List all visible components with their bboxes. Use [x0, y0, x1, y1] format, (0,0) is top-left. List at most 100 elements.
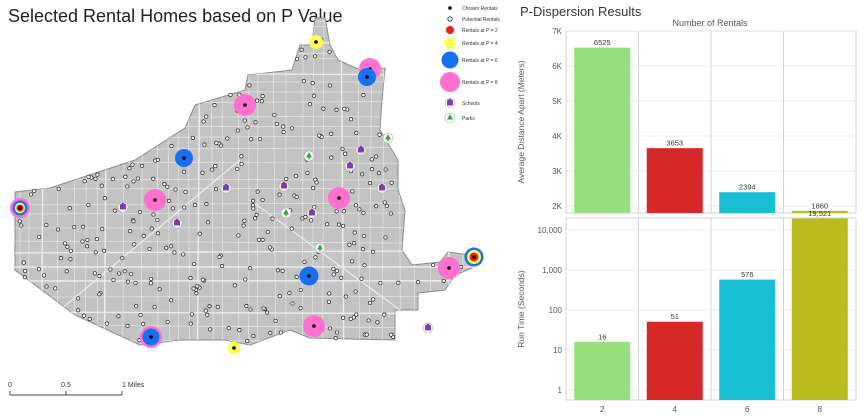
potential-rental-dot — [277, 192, 282, 197]
chosen-rental-dot — [182, 156, 186, 160]
y-tick-label: 6K — [552, 62, 562, 71]
potential-rental-dot — [281, 124, 286, 129]
potential-rental-dot — [362, 233, 367, 238]
school-icon — [117, 201, 129, 213]
potential-rental-dot — [93, 176, 98, 181]
potential-rental-dot — [258, 136, 263, 142]
potential-rental-dot — [290, 126, 295, 131]
potential-rental-dot — [131, 179, 136, 184]
potential-rental-dot — [341, 209, 346, 214]
map-title: Selected Rental Homes based on P Value — [8, 6, 343, 26]
potential-rental-dot — [334, 268, 339, 273]
potential-rental-dot — [294, 194, 299, 200]
potential-rental-dot — [85, 244, 90, 249]
potential-rental-dot — [249, 137, 254, 142]
school-icon — [376, 182, 388, 194]
potential-rental-dot — [352, 230, 357, 235]
map-panel: Selected Rental Homes based on P Value C… — [8, 6, 500, 396]
potential-rental-dot — [200, 170, 205, 175]
potential-rental-dot — [207, 304, 212, 309]
potential-rental-dot — [95, 172, 100, 177]
potential-rental-dot — [110, 177, 115, 182]
potential-rental-dot — [191, 286, 196, 291]
potential-rental-dot — [55, 227, 61, 232]
potential-rental-dot — [81, 313, 86, 318]
school-icon — [171, 217, 183, 229]
potential-rental-dot — [336, 222, 342, 227]
potential-rental-dot — [273, 318, 278, 323]
potential-rental-dot — [130, 162, 135, 167]
potential-rental-dot — [347, 242, 352, 247]
potential-rental-dot — [382, 312, 387, 317]
potential-rental-dot — [204, 202, 209, 207]
potential-rental-dot — [197, 231, 202, 236]
potential-rental-dot — [357, 207, 362, 212]
potential-rental-dot — [228, 92, 233, 97]
potential-rental-dot — [370, 249, 375, 254]
scale-label-half: 0.5 — [61, 382, 71, 389]
legend-item-potential: Potential Rentals — [447, 16, 500, 23]
potential-rental-dot — [225, 136, 230, 141]
school-icon — [422, 322, 434, 334]
potential-rental-dot — [117, 271, 122, 276]
potential-rental-dot — [415, 280, 421, 285]
potential-rental-dot — [250, 203, 255, 208]
potential-rental-dot — [22, 275, 27, 280]
potential-rental-dot — [68, 248, 73, 253]
distance-chart: 2K 3K 4K 5K 6K 7K Average Distance Apart (Mete… — [516, 27, 857, 214]
legend-label-p4: Rentals at P = 4 — [462, 41, 498, 47]
potential-rental-dot — [141, 233, 146, 238]
potential-rental-dot — [343, 151, 348, 156]
scale-label-0: 0 — [8, 382, 12, 389]
potential-rental-dot — [245, 125, 250, 130]
potential-rental-dot — [220, 264, 225, 269]
y-tick-label: 5K — [552, 97, 562, 106]
potential-rental-dot — [389, 332, 394, 337]
potential-rental-dot — [172, 250, 177, 255]
potential-rental-dot — [383, 167, 388, 172]
potential-rental-dot — [226, 326, 231, 331]
city-boundary — [14, 17, 473, 346]
potential-rental-dot — [202, 142, 207, 147]
potential-rental-dot — [149, 226, 154, 231]
potential-rental-dot — [254, 212, 259, 217]
chosen-rental-dot — [312, 324, 316, 328]
chosen-rental-dot — [232, 346, 236, 350]
chosen-rental-marker — [234, 94, 256, 116]
potential-rental-dot — [359, 276, 364, 281]
potential-rental-dot — [300, 216, 305, 221]
potential-rental-dot — [56, 186, 61, 191]
potential-rental-dot — [325, 222, 330, 227]
legend-label-parks: Parks — [462, 116, 475, 122]
potential-rental-dot — [155, 231, 161, 236]
potential-rental-dot — [147, 246, 152, 252]
potential-rental-dot — [190, 135, 195, 140]
tree-icon — [303, 150, 315, 162]
chosen-rental-dot — [472, 255, 476, 259]
rental-map: Chosen Rentals Potential Rentals Rentals a… — [8, 6, 500, 396]
chosen-rental-dot — [243, 103, 247, 107]
potential-rental-dot — [248, 307, 253, 312]
potential-rental-dot — [384, 203, 389, 208]
legend-item-p6: Rentals at P = 6 — [441, 51, 498, 69]
potential-rental-dot — [72, 224, 77, 230]
potential-rental-dot — [334, 107, 339, 112]
chosen-rental-marker — [175, 149, 193, 167]
potential-rental-dot — [125, 279, 130, 284]
potential-rental-dot — [182, 169, 187, 174]
chosen-rental-marker — [328, 187, 350, 209]
potential-rental-dot — [162, 182, 167, 187]
potential-rental-dot — [378, 281, 383, 286]
potential-rental-dot — [366, 318, 371, 323]
potential-rental-dot — [353, 289, 358, 294]
potential-rental-dot — [261, 306, 266, 311]
y-axis-label: Run Time (Seconds) — [516, 270, 526, 348]
potential-rental-dot — [242, 218, 247, 223]
scale-label-1mile: 1 Miles — [122, 382, 145, 389]
potential-rental-dot — [165, 319, 170, 325]
potential-rental-dot — [210, 167, 215, 172]
potential-rental-dot — [132, 242, 137, 247]
bar-p2 — [574, 47, 631, 213]
potential-rental-dot — [151, 212, 156, 217]
potential-rental-dot — [68, 257, 73, 262]
